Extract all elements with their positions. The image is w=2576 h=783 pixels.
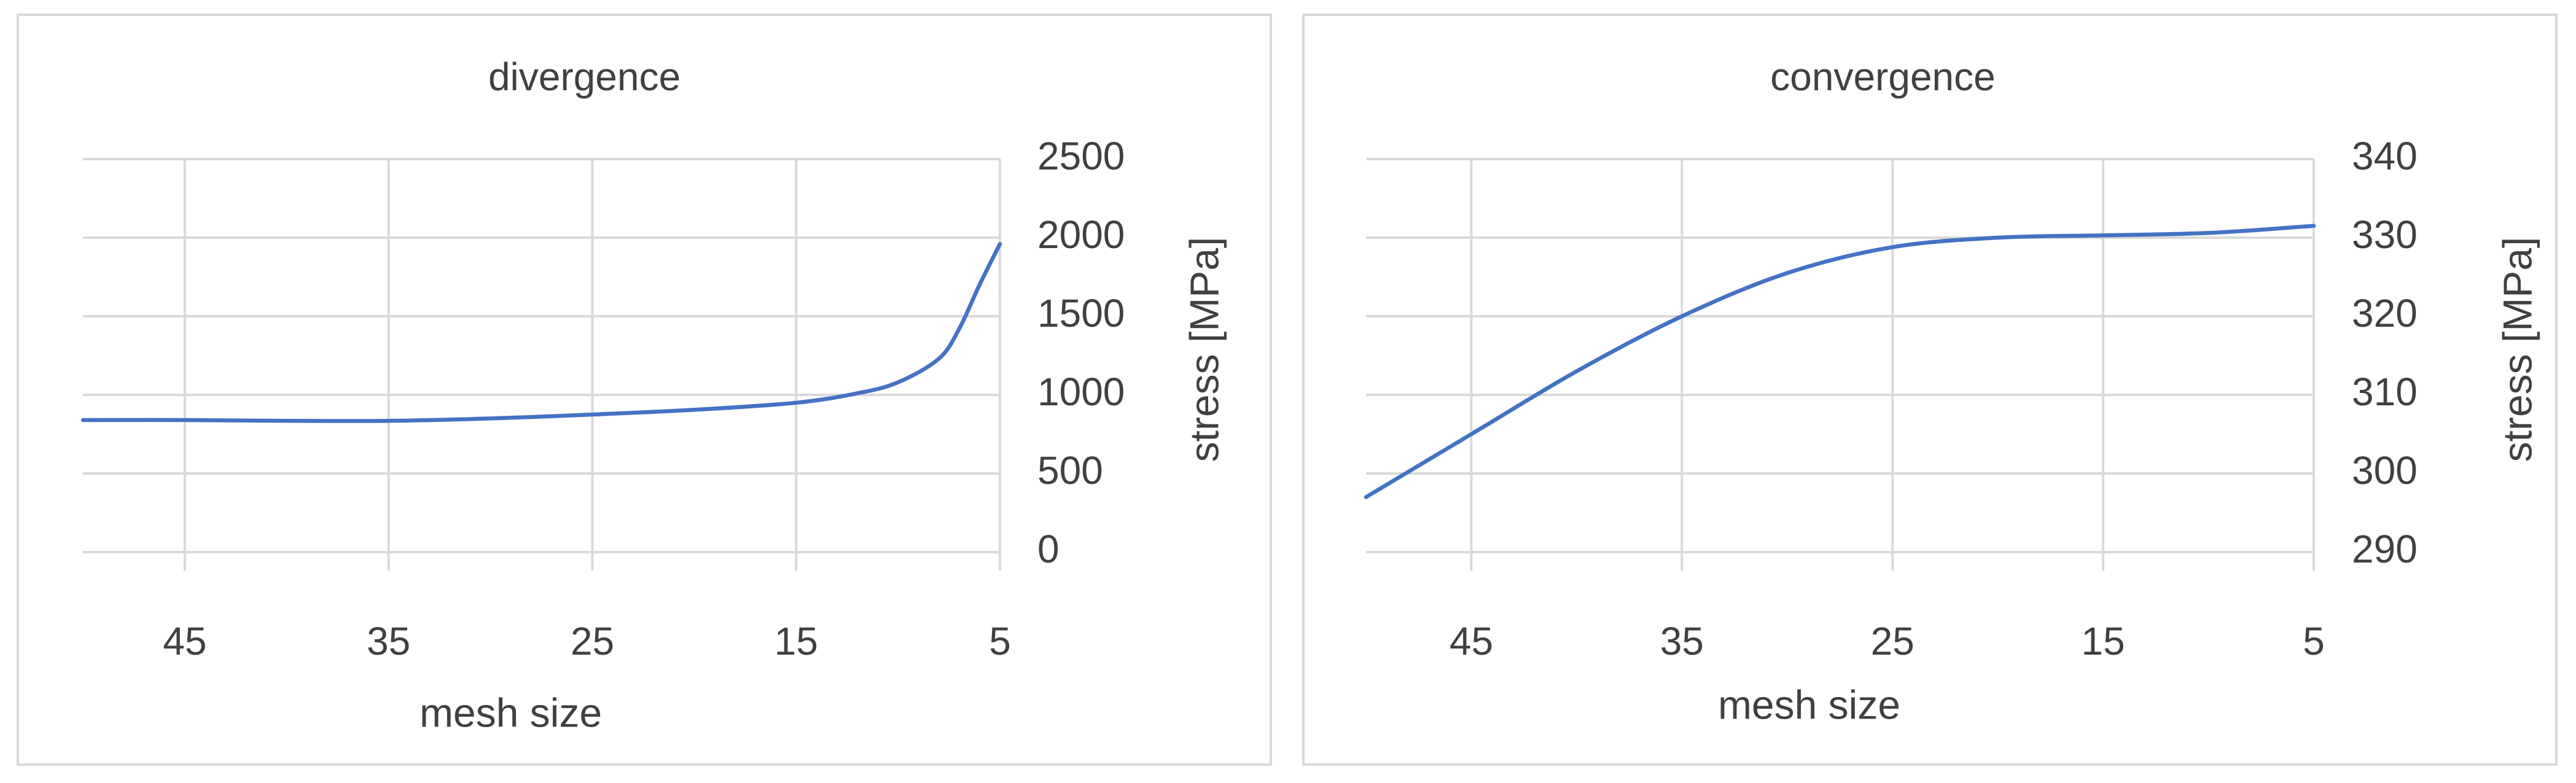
- y-tick-label: 310: [2352, 370, 2418, 414]
- series-line: [1364, 224, 2316, 499]
- y-tick-label: 340: [2352, 134, 2418, 178]
- y-axis-title: stress [MPa]: [2494, 237, 2540, 462]
- x-tick-label: 25: [1871, 619, 1914, 663]
- y-tick-label: 2000: [1037, 212, 1125, 257]
- x-axis-title: mesh size: [420, 690, 602, 735]
- chart-title: convergence: [1770, 55, 1995, 99]
- y-tick-label: 0: [1037, 527, 1060, 571]
- convergence-chart-svg: convergence 290 300 310 320 330 340 45 35 25 15 5 me…: [1364, 55, 2540, 727]
- x-tick-label: 35: [367, 619, 410, 663]
- chart-title: divergence: [488, 55, 681, 99]
- x-tick-label: 45: [163, 619, 206, 663]
- y-tick-label: 1500: [1037, 291, 1125, 335]
- x-tick-label: 15: [2082, 619, 2125, 663]
- y-tick-label: 320: [2352, 291, 2418, 335]
- y-tick-label: 290: [2352, 527, 2418, 571]
- x-tick-label: 35: [1660, 619, 1704, 663]
- x-tick-label: 5: [989, 619, 1011, 663]
- x-tick-label: 25: [571, 619, 614, 663]
- y-tick-label: 500: [1037, 448, 1103, 493]
- x-tick-label: 45: [1450, 619, 1493, 663]
- x-tick-label: 15: [775, 619, 818, 663]
- convergence-chart: convergence 290 300 310 320 330 340 45 35 25 15 5 me…: [1302, 14, 2558, 766]
- y-tick-label: 300: [2352, 448, 2418, 493]
- y-tick-label: 330: [2352, 212, 2418, 257]
- series-line: [80, 241, 1002, 423]
- y-tick-label: 1000: [1037, 370, 1125, 414]
- divergence-chart-svg: divergence 0 500 1000 1500 2000 2500 45 35 25 15 5 m…: [80, 55, 1227, 735]
- y-tick-label: 2500: [1037, 134, 1125, 178]
- x-axis-title: mesh size: [1718, 682, 1900, 727]
- divergence-chart: divergence 0 500 1000 1500 2000 2500 45 35 25 15 5 m…: [17, 14, 1272, 766]
- y-axis-title: stress [MPa]: [1181, 237, 1227, 462]
- x-tick-label: 5: [2303, 619, 2325, 663]
